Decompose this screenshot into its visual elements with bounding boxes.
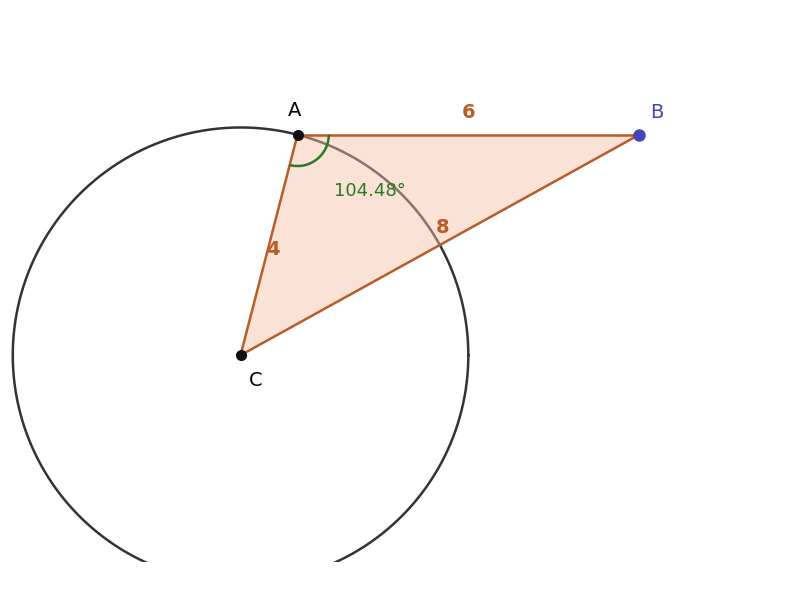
Text: 4: 4 [266, 241, 280, 260]
Text: 8: 8 [436, 218, 450, 237]
Text: B: B [650, 103, 664, 122]
Text: C: C [249, 371, 262, 390]
Text: 104.48°: 104.48° [334, 182, 406, 200]
Text: A: A [288, 102, 302, 121]
Polygon shape [241, 135, 639, 355]
Text: 6: 6 [462, 103, 475, 122]
